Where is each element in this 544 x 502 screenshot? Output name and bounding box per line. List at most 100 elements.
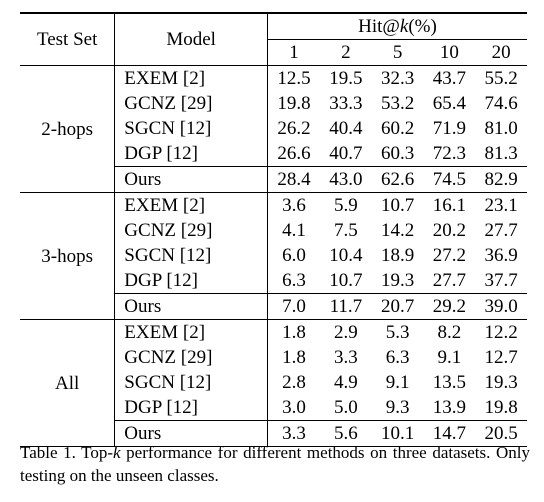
k-values-row: 1 2 5 10 20	[20, 40, 527, 66]
table-row: DGP [12] 3.0 5.0 9.3 13.9 19.8	[20, 395, 527, 421]
value-cell: 37.7	[484, 270, 518, 291]
value-cell: 72.3	[432, 143, 466, 164]
table-row: Ours 28.4 43.0 62.6 74.5 82.9	[20, 166, 527, 193]
value-cell: 20.7	[371, 293, 424, 320]
table-row: GCNZ [29] 19.8 33.3 53.2 65.4 74.6	[20, 91, 527, 116]
value-cell: 27.7	[432, 270, 466, 291]
k-value-header: 1	[289, 42, 299, 63]
value-cell: 5.3	[371, 319, 424, 345]
value-cell: 40.7	[329, 143, 363, 164]
table-row: DGP [12] 6.3 10.7 19.3 27.7 37.7	[20, 268, 527, 294]
table-row: SGCN [12] 6.0 10.4 18.9 27.2 36.9	[20, 243, 527, 268]
test-set-cell: 2-hops	[20, 65, 116, 193]
value-cell: 3.3	[334, 347, 358, 368]
value-cell: 53.2	[380, 93, 415, 114]
model-cell: SGCN [12]	[114, 116, 268, 141]
hit-k-variable: k	[399, 16, 409, 37]
value-cell: 10.1	[371, 420, 424, 447]
model-cell: GCNZ [29]	[114, 218, 268, 243]
model-header: Model	[114, 12, 268, 66]
model-cell: Ours	[114, 166, 268, 193]
value-cell: 12.7	[484, 347, 518, 368]
value-cell: 43.7	[423, 65, 476, 91]
value-cell: 9.1	[385, 372, 410, 393]
value-cell: 13.5	[432, 372, 466, 393]
model-cell: Ours	[114, 420, 268, 447]
value-cell: 12.2	[475, 319, 527, 345]
caption-k-variable: k	[113, 443, 121, 462]
value-cell: 60.2	[380, 118, 415, 139]
value-cell: 13.9	[432, 397, 466, 418]
table-row: 3-hops EXEM [2] 3.6 5.9 10.7 16.1 23.1	[20, 192, 527, 320]
value-cell: 10.7	[329, 270, 363, 291]
value-cell: 27.2	[432, 245, 466, 266]
value-cell: 9.1	[437, 347, 462, 368]
value-cell: 12.5	[267, 65, 321, 91]
model-cell: Ours	[114, 293, 268, 320]
value-cell: 74.6	[484, 93, 518, 114]
value-cell: 5.0	[334, 397, 358, 418]
value-cell: 11.7	[320, 293, 372, 320]
value-cell: 4.1	[282, 220, 306, 241]
value-cell: 10.4	[329, 245, 363, 266]
caption-label: Table 1.	[20, 443, 76, 462]
caption-text-before: Top-	[75, 443, 114, 462]
table-row: GCNZ [29] 4.1 7.5 14.2 20.2 27.7	[20, 218, 527, 243]
value-cell: 4.9	[334, 372, 358, 393]
value-cell: 3.3	[267, 420, 321, 447]
value-cell: 8.2	[423, 319, 476, 345]
table-row: DGP [12] 26.6 40.7 60.3 72.3 81.3	[20, 141, 527, 167]
value-cell: 6.0	[282, 245, 306, 266]
model-cell: EXEM [2]	[114, 319, 268, 345]
value-cell: 62.6	[371, 166, 424, 193]
test-set-header: Test Set	[20, 12, 116, 66]
value-cell: 19.3	[380, 270, 415, 291]
test-set-cell: 3-hops	[20, 192, 116, 320]
value-cell: 32.3	[371, 65, 424, 91]
value-cell: 29.2	[423, 293, 476, 320]
value-cell: 43.0	[320, 166, 372, 193]
model-cell: SGCN [12]	[114, 243, 268, 268]
value-cell: 14.2	[380, 220, 415, 241]
value-cell: 71.9	[432, 118, 466, 139]
value-cell: 14.7	[423, 420, 476, 447]
value-cell: 3.0	[282, 397, 306, 418]
header-row-top: Test Set Model Hit@k(%)	[20, 12, 527, 66]
value-cell: 18.9	[380, 245, 415, 266]
table-row: Ours 7.0 11.7 20.7 29.2 39.0	[20, 293, 527, 320]
value-cell: 6.3	[385, 347, 410, 368]
hit-prefix: Hit@	[358, 16, 400, 37]
value-cell: 7.0	[267, 293, 321, 320]
table-row: GCNZ [29] 1.8 3.3 6.3 9.1 12.7	[20, 345, 527, 370]
value-cell: 19.5	[320, 65, 372, 91]
model-cell: EXEM [2]	[114, 65, 268, 91]
value-cell: 60.3	[380, 143, 415, 164]
caption-text-after: performance for different methods on thr…	[20, 443, 530, 485]
value-cell: 2.8	[282, 372, 306, 393]
value-cell: 1.8	[282, 347, 306, 368]
value-cell: 10.7	[371, 192, 424, 218]
value-cell: 9.3	[385, 397, 410, 418]
value-cell: 19.3	[484, 372, 518, 393]
value-cell: 27.7	[484, 220, 518, 241]
table-row: 2-hops EXEM [2] 12.5 19.5 32.3 43.7 55.2	[20, 65, 527, 193]
value-cell: 65.4	[432, 93, 466, 114]
model-cell: SGCN [12]	[114, 370, 268, 395]
model-cell: DGP [12]	[114, 141, 268, 167]
value-cell: 26.6	[277, 143, 311, 164]
table-row: SGCN [12] 26.2 40.4 60.2 71.9 81.0	[20, 116, 527, 141]
model-cell: DGP [12]	[114, 395, 268, 421]
value-cell: 36.9	[484, 245, 518, 266]
model-cell: GCNZ [29]	[114, 345, 268, 370]
value-cell: 7.5	[334, 220, 358, 241]
table-row: SGCN [12] 2.8 4.9 9.1 13.5 19.3	[20, 370, 527, 395]
model-cell: DGP [12]	[114, 268, 268, 294]
value-cell: 16.1	[423, 192, 476, 218]
k-value-header: 2	[341, 42, 351, 63]
k-value-header: 20	[491, 42, 511, 63]
hit-at-k-header: Hit@k(%)	[267, 12, 527, 40]
value-cell: 3.6	[267, 192, 321, 218]
value-cell: 26.2	[277, 118, 311, 139]
value-cell: 19.8	[277, 93, 311, 114]
